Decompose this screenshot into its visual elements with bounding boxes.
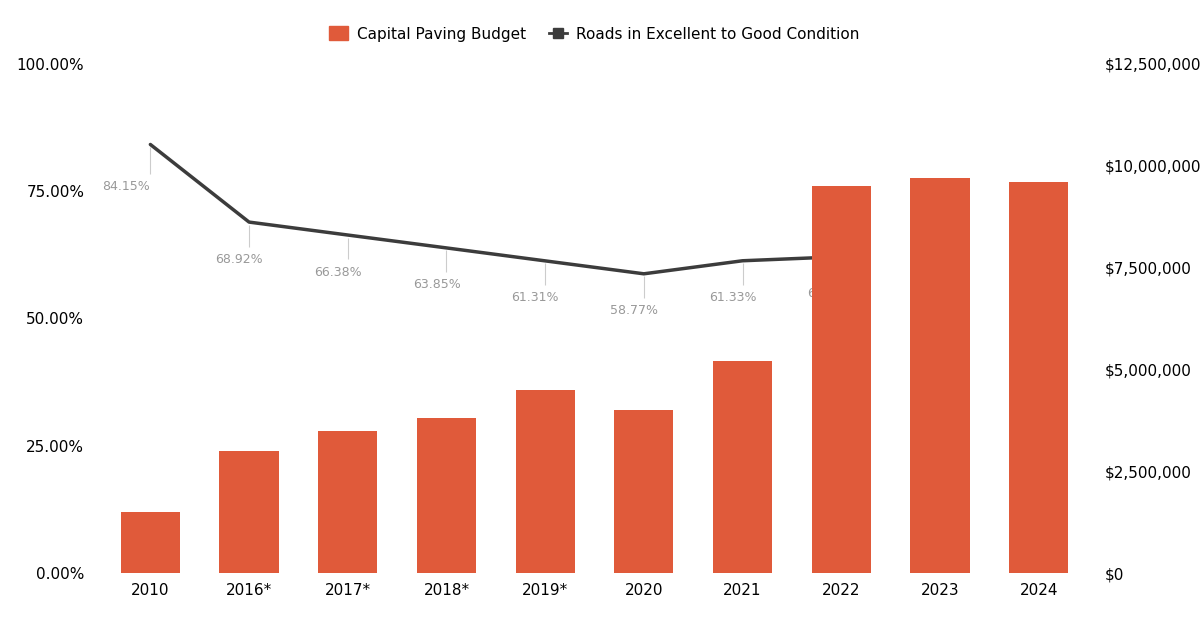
Bar [1009, 182, 1068, 573]
Bar [318, 431, 377, 573]
Bar [220, 451, 279, 573]
Roads in Excellent to Good Condition [735, 257, 749, 264]
Roads in Excellent to Good Condition [241, 218, 256, 226]
Text: 58.77%: 58.77% [610, 304, 658, 317]
Roads in Excellent to Good Condition [637, 270, 651, 278]
Text: 68.92%: 68.92% [215, 253, 263, 266]
Roads in Excellent to Good Condition [440, 244, 454, 252]
Line: Roads in Excellent to Good Condition: Roads in Excellent to Good Condition [150, 145, 841, 274]
Bar [812, 186, 871, 573]
Bar [417, 419, 476, 573]
Text: 61.33%: 61.33% [709, 291, 757, 304]
Roads in Excellent to Good Condition [538, 257, 552, 265]
Text: 62.13%: 62.13% [807, 287, 855, 300]
Roads in Excellent to Good Condition [833, 253, 848, 261]
Text: 84.15%: 84.15% [102, 180, 150, 193]
Bar [614, 410, 674, 573]
Text: 63.85%: 63.85% [413, 278, 460, 292]
Roads in Excellent to Good Condition [143, 141, 157, 148]
Bar [910, 178, 969, 573]
Text: 66.38%: 66.38% [315, 266, 362, 278]
Text: 61.31%: 61.31% [512, 292, 558, 304]
Bar [515, 390, 575, 573]
Roads in Excellent to Good Condition [341, 231, 355, 239]
Bar [121, 512, 180, 573]
Legend: Capital Paving Budget, Roads in Excellent to Good Condition: Capital Paving Budget, Roads in Excellen… [323, 20, 866, 48]
Bar [713, 361, 772, 573]
